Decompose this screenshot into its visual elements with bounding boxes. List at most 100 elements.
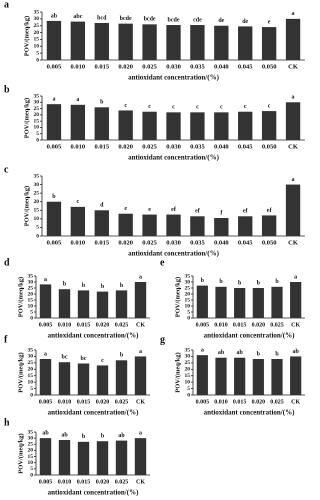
- y-tick-label: 35: [28, 347, 34, 353]
- significance-letter: c: [101, 358, 104, 364]
- y-tick-label: 15: [185, 373, 191, 379]
- y-axis-label: POV/(meq/kg): [23, 98, 30, 138]
- y-tick-label: 35: [185, 273, 191, 279]
- y-tick-label: 5: [36, 50, 39, 56]
- y-tick-label: 0: [30, 392, 33, 398]
- bar: [142, 111, 157, 140]
- significance-letter: a: [44, 277, 47, 283]
- bar: [134, 438, 147, 475]
- bar: [261, 215, 277, 236]
- y-tick-label: 20: [34, 199, 40, 205]
- y-tick-label: 15: [34, 118, 40, 124]
- x-tick-label: 0.020: [96, 399, 110, 405]
- x-tick-label: 0.030: [166, 239, 181, 246]
- panel-label: f: [4, 334, 8, 345]
- bar: [77, 363, 90, 395]
- bar: [196, 285, 208, 318]
- y-axis-label: POV/(meq/kg): [17, 433, 24, 473]
- bar: [70, 104, 86, 140]
- significance-letter: bcde: [120, 16, 132, 22]
- y-tick-label: 25: [185, 360, 191, 366]
- significance-letter: bc: [62, 355, 68, 361]
- y-tick-label: 20: [185, 291, 191, 297]
- x-axis-label: antioxidant concentration/(%): [128, 250, 219, 258]
- significance-letter: bcd: [97, 15, 107, 21]
- bar: [46, 201, 62, 236]
- bar: [285, 184, 301, 236]
- x-tick-label: 0.025: [270, 322, 284, 328]
- x-tick-label: 0.005: [47, 143, 62, 150]
- x-tick-label: 0.010: [58, 399, 72, 405]
- bar: [190, 25, 205, 60]
- x-tick-label: 0.015: [94, 239, 109, 246]
- significance-letter: a: [292, 95, 295, 101]
- significance-letter: a: [139, 274, 142, 280]
- x-tick-label: 0.020: [118, 239, 133, 246]
- x-tick-label: 0.005: [39, 322, 53, 328]
- x-tick-label: 0.020: [118, 63, 133, 70]
- significance-letter: ab: [292, 349, 299, 355]
- significance-letter: b: [219, 279, 223, 285]
- significance-letter: ab: [42, 431, 49, 437]
- significance-letter: ab: [51, 13, 58, 19]
- y-tick-label: 30: [185, 354, 191, 360]
- y-tick-label: 15: [34, 208, 40, 214]
- significance-letter: b: [120, 353, 124, 359]
- bar: [234, 288, 246, 318]
- bar: [39, 438, 52, 475]
- bar: [166, 214, 181, 236]
- panel-label: e: [160, 257, 165, 268]
- panel-label: g: [160, 334, 165, 345]
- x-tick-label: 0.005: [39, 399, 53, 405]
- y-tick-label: 10: [28, 460, 34, 466]
- bar: [39, 359, 52, 395]
- x-tick-label: 0.010: [71, 143, 86, 150]
- significance-letter: b: [257, 351, 261, 357]
- x-tick-label: 0.020: [96, 322, 110, 328]
- bar: [215, 286, 227, 318]
- significance-letter: b: [238, 280, 242, 286]
- x-tick-label: 0.050: [262, 63, 277, 70]
- x-tick-label: 0.020: [252, 399, 266, 405]
- x-tick-label: 0.030: [166, 63, 181, 70]
- significance-letter: cde: [193, 17, 202, 23]
- significance-letter: ef: [243, 209, 249, 215]
- significance-letter: ab: [118, 433, 125, 439]
- bar: [46, 20, 62, 61]
- bar: [115, 440, 128, 475]
- x-tick-label: 0.045: [238, 239, 253, 246]
- significance-letter: ab: [236, 350, 243, 356]
- significance-letter: ef: [171, 207, 177, 213]
- y-tick-label: 15: [185, 297, 191, 303]
- y-axis-label: POV/(meq/kg): [17, 277, 24, 317]
- bar: [142, 214, 157, 236]
- bar: [115, 360, 128, 395]
- x-tick-label: 0.005: [47, 239, 62, 246]
- y-tick-label: 15: [28, 373, 34, 379]
- significance-letter: b: [275, 279, 279, 285]
- bar: [271, 359, 283, 395]
- significance-letter: a: [139, 431, 142, 437]
- x-tick-label: 0.040: [214, 239, 229, 246]
- bar: [234, 357, 246, 395]
- significance-letter: a: [76, 97, 79, 103]
- y-tick-label: 30: [34, 182, 40, 188]
- y-tick-label: 0: [36, 233, 39, 239]
- y-axis-label: POV/(meq/kg): [174, 277, 181, 317]
- y-tick-label: 25: [28, 285, 34, 291]
- significance-letter: b: [82, 283, 86, 289]
- y-tick-label: 15: [28, 297, 34, 303]
- bar: [96, 291, 109, 318]
- bar: [134, 356, 147, 395]
- bar: [70, 21, 86, 61]
- x-tick-label: CK: [136, 322, 145, 328]
- x-tick-label: 0.010: [214, 399, 228, 405]
- bar: [215, 357, 227, 395]
- bar: [261, 27, 277, 60]
- significance-letter: bc: [81, 356, 87, 362]
- x-tick-label: 0.040: [214, 143, 229, 150]
- y-tick-label: 5: [30, 309, 33, 315]
- bar: [96, 365, 109, 395]
- x-tick-label: 0.010: [71, 239, 86, 246]
- significance-letter: e: [124, 206, 127, 212]
